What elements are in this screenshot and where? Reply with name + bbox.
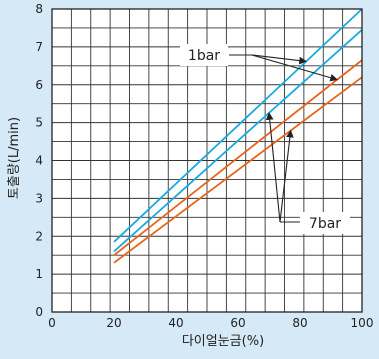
tick-labels: 0 20 40 60 80 100 0 1 2 3 4 5 6 7 8 bbox=[35, 2, 373, 330]
annotation-1bar-label: 1bar bbox=[188, 48, 220, 64]
y-tick-label: 0 bbox=[35, 305, 43, 319]
x-tick-label: 60 bbox=[230, 316, 245, 330]
y-tick-label: 7 bbox=[35, 40, 43, 54]
y-tick-label: 3 bbox=[35, 191, 43, 205]
y-tick-label: 5 bbox=[35, 116, 43, 130]
annotation-1bar-arrow-2 bbox=[251, 54, 338, 82]
x-tick-label: 0 bbox=[48, 316, 56, 330]
x-tick-label: 80 bbox=[292, 316, 307, 330]
annotation-7bar-arrow-2 bbox=[279, 129, 294, 223]
series-lines bbox=[113, 8, 363, 264]
annotations: 1bar 7bar bbox=[180, 44, 350, 234]
y-tick-label: 4 bbox=[35, 154, 43, 168]
y-tick-label: 1 bbox=[35, 267, 43, 281]
x-tick-label: 100 bbox=[351, 316, 374, 330]
y-tick-label: 2 bbox=[35, 229, 43, 243]
annotation-1bar-arrow-1 bbox=[251, 54, 307, 65]
x-tick-label: 20 bbox=[106, 316, 121, 330]
annotation-1bar-box bbox=[180, 44, 228, 66]
x-axis-label: 다이얼눈금(%) bbox=[182, 334, 264, 349]
x-tick-label: 40 bbox=[168, 316, 183, 330]
series-line-2 bbox=[113, 29, 363, 253]
annotation-7bar-label: 7bar bbox=[309, 216, 341, 232]
y-tick-label: 6 bbox=[35, 78, 43, 92]
y-tick-label: 8 bbox=[35, 2, 43, 16]
annotation-7bar-arrow-1 bbox=[265, 112, 281, 223]
series-line-4 bbox=[113, 76, 363, 264]
annotation-7bar-box bbox=[300, 212, 350, 234]
series-line-3 bbox=[113, 59, 363, 256]
y-axis-label: 토출량(L/min) bbox=[7, 117, 22, 199]
plot-frame bbox=[51, 8, 363, 313]
series-line-1 bbox=[113, 8, 363, 243]
